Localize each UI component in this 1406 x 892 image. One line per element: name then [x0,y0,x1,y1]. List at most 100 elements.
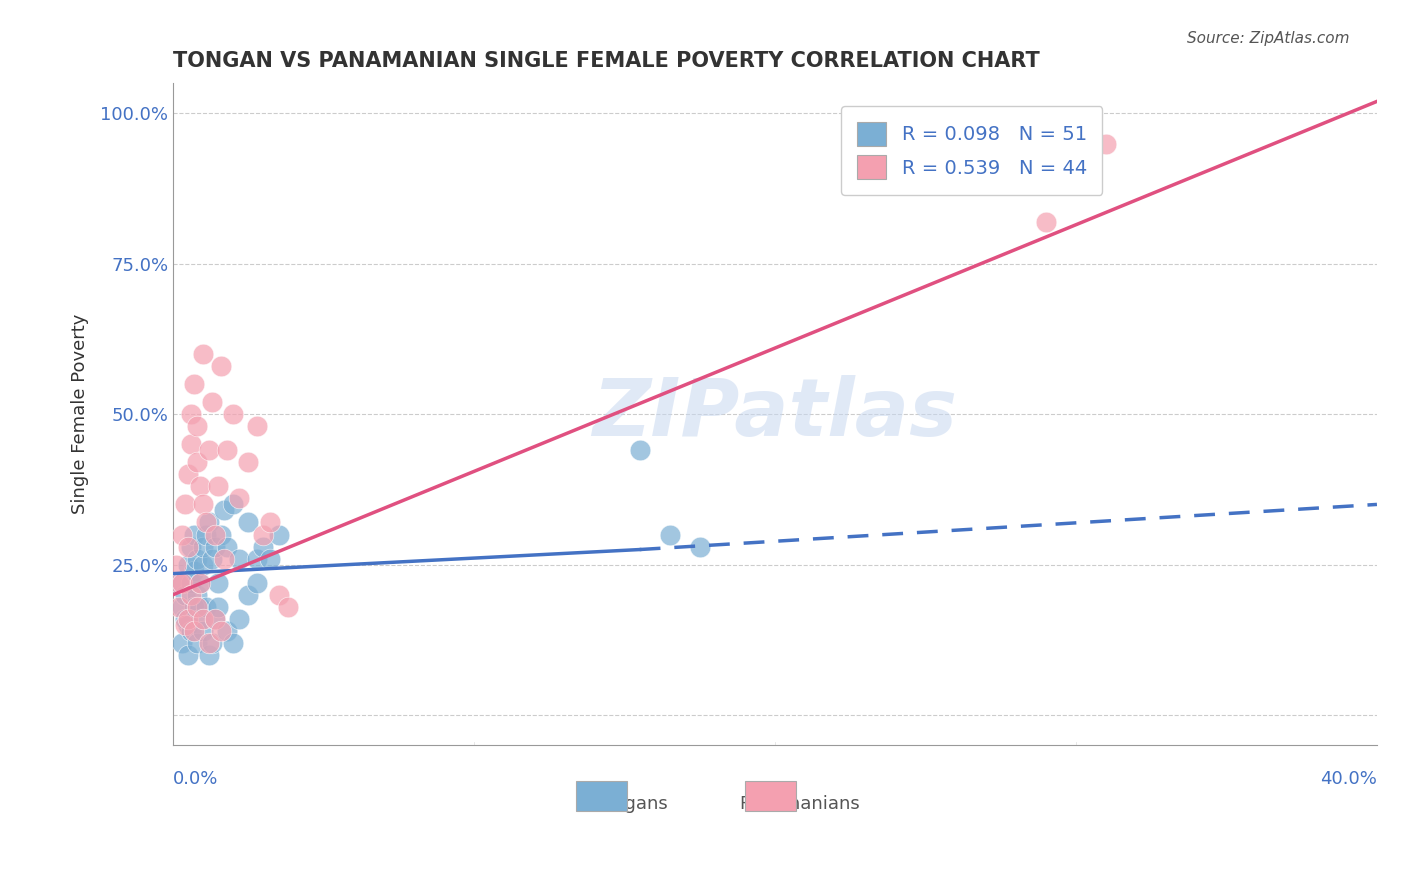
Point [628,443,651,458]
Point [186,455,208,469]
Point [204,527,226,541]
Point [204,540,226,554]
Point [186,599,208,614]
Point [183,527,205,541]
Point [174,498,197,512]
Point [222,636,245,650]
Point [267,527,290,541]
Point [658,527,681,541]
Point [198,516,221,530]
Point [183,599,205,614]
Text: TONGAN VS PANAMANIAN SINGLE FEMALE POVERTY CORRELATION CHART: TONGAN VS PANAMANIAN SINGLE FEMALE POVER… [173,51,1040,70]
Point [172,599,194,614]
Point [204,612,226,626]
Point [277,599,299,614]
Point [204,612,226,626]
Point [167,575,190,590]
Point [180,407,202,421]
Point [259,516,281,530]
Point [252,540,274,554]
Point [209,359,232,373]
Point [246,419,269,434]
Point [183,377,205,392]
Point [193,612,215,626]
Point [246,551,269,566]
Point [217,540,239,554]
Text: Panamanians: Panamanians [738,795,859,813]
Y-axis label: Single Female Poverty: Single Female Poverty [72,314,89,515]
Point [222,407,245,421]
Point [209,624,232,638]
Point [180,624,202,638]
Point [188,612,211,626]
Point [177,467,200,482]
Point [198,636,221,650]
Point [180,588,202,602]
Point [165,558,187,572]
Point [195,599,218,614]
Point [252,527,274,541]
Point [238,455,260,469]
Point [238,516,260,530]
Point [228,612,250,626]
Point [217,624,239,638]
Point [207,599,229,614]
Point [193,498,215,512]
Point [167,599,190,614]
FancyBboxPatch shape [745,781,796,811]
Point [172,527,194,541]
Point [174,612,197,626]
Point [183,624,205,638]
FancyBboxPatch shape [576,781,627,811]
Point [177,617,200,632]
Point [198,443,221,458]
Point [209,527,232,541]
Text: Tongans: Tongans [593,795,668,813]
Point [186,636,208,650]
Point [177,558,200,572]
Point [188,575,211,590]
Point [188,479,211,493]
Point [228,551,250,566]
Point [186,551,208,566]
Point [259,551,281,566]
Point [689,540,711,554]
Text: 0.0%: 0.0% [173,770,218,788]
Point [177,648,200,662]
Point [183,564,205,578]
Point [207,479,229,493]
Point [217,443,239,458]
Point [201,395,224,409]
Point [193,624,215,638]
Point [267,588,290,602]
Point [172,636,194,650]
Text: ZIPatlas: ZIPatlas [592,376,957,453]
Point [198,648,221,662]
Point [186,419,208,434]
Point [238,588,260,602]
Point [167,575,190,590]
Point [195,516,218,530]
Point [246,575,269,590]
Point [214,503,236,517]
Point [177,540,200,554]
Point [207,575,229,590]
Point [177,612,200,626]
Point [174,588,197,602]
Point [1035,215,1057,229]
Point [188,599,211,614]
Point [1095,136,1118,151]
Point [201,636,224,650]
Point [228,491,250,506]
Point [180,437,202,451]
Point [188,575,211,590]
Point [174,617,197,632]
Legend: R = 0.098   N = 51, R = 0.539   N = 44: R = 0.098 N = 51, R = 0.539 N = 44 [841,106,1102,194]
Point [193,558,215,572]
Point [214,551,236,566]
Point [193,347,215,361]
Text: Source: ZipAtlas.com: Source: ZipAtlas.com [1187,31,1350,46]
Text: 40.0%: 40.0% [1320,770,1376,788]
Point [180,575,202,590]
Point [195,527,218,541]
